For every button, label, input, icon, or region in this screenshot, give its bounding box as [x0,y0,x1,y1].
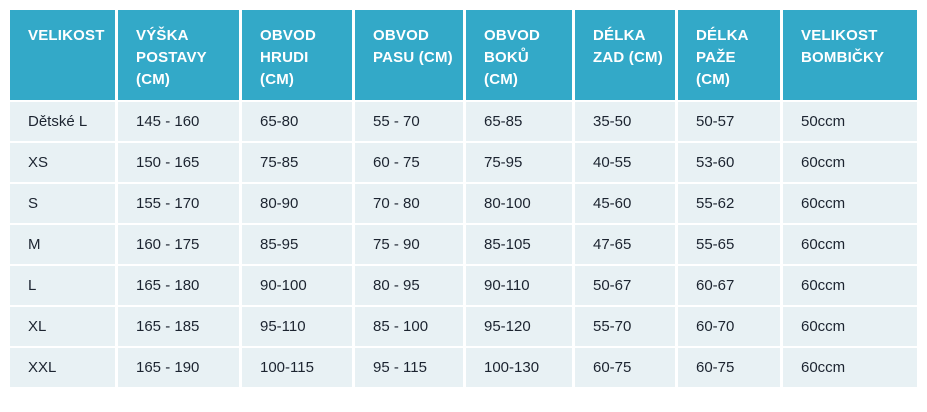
table-cell: 165 - 190 [118,348,242,389]
table-cell: 50-57 [678,102,783,143]
table-cell: 150 - 165 [118,143,242,184]
table-cell: 53-60 [678,143,783,184]
table-body: Dětské L 145 - 160 65-80 55 - 70 65-85 35-50 5… [10,102,917,389]
table-cell: 95 - 115 [355,348,466,389]
table-row: XS 150 - 165 75-85 60 - 75 75-95 40-55 53-60 60… [10,143,917,184]
column-header: DÉLKA ZAD (CM) [575,10,678,102]
size-chart-table: VELIKOST VÝŠKA POSTAVY (CM) OBVOD HRUDI (C… [10,10,917,389]
table-cell: 50-67 [575,266,678,307]
table-cell: 60 - 75 [355,143,466,184]
size-label-cell: XXL [10,348,118,389]
table-cell: 45-60 [575,184,678,225]
column-header: DÉLKA PAŽE (CM) [678,10,783,102]
table-cell: 80-100 [466,184,575,225]
table-cell: 60ccm [783,266,917,307]
table-cell: 60-75 [575,348,678,389]
table-cell: 40-55 [575,143,678,184]
table-row: M 160 - 175 85-95 75 - 90 85-105 47-65 55-65 60… [10,225,917,266]
table-row: XL 165 - 185 95-110 85 - 100 95-120 55-70 60-7… [10,307,917,348]
table-cell: 95-120 [466,307,575,348]
size-label-cell: XL [10,307,118,348]
table-cell: 60-70 [678,307,783,348]
column-header: OBVOD BOKŮ (CM) [466,10,575,102]
table-cell: 90-100 [242,266,355,307]
table-row: XXL 165 - 190 100-115 95 - 115 100-130 60-75 6… [10,348,917,389]
table-cell: 165 - 185 [118,307,242,348]
table-cell: 100-115 [242,348,355,389]
table-cell: 55-70 [575,307,678,348]
size-label-cell: M [10,225,118,266]
table-cell: 55-65 [678,225,783,266]
table-cell: 60ccm [783,225,917,266]
size-label-cell: S [10,184,118,225]
column-header: OBVOD HRUDI (CM) [242,10,355,102]
table-cell: 55-62 [678,184,783,225]
table-cell: 100-130 [466,348,575,389]
table-cell: 165 - 180 [118,266,242,307]
table-cell: 145 - 160 [118,102,242,143]
column-header: VÝŠKA POSTAVY (CM) [118,10,242,102]
table-cell: 65-85 [466,102,575,143]
table-cell: 75-95 [466,143,575,184]
table-cell: 90-110 [466,266,575,307]
table-row: L 165 - 180 90-100 80 - 95 90-110 50-67 60-67 6… [10,266,917,307]
size-label-cell: XS [10,143,118,184]
table-cell: 75 - 90 [355,225,466,266]
table-cell: 75-85 [242,143,355,184]
table-cell: 65-80 [242,102,355,143]
column-header: VELIKOST BOMBIČKY [783,10,917,102]
table-cell: 85-105 [466,225,575,266]
table-row: Dětské L 145 - 160 65-80 55 - 70 65-85 35-50 5… [10,102,917,143]
table-cell: 47-65 [575,225,678,266]
table-cell: 60-67 [678,266,783,307]
size-label-cell: Dětské L [10,102,118,143]
column-header: VELIKOST [10,10,118,102]
table-cell: 85-95 [242,225,355,266]
table-cell: 50ccm [783,102,917,143]
header-row: VELIKOST VÝŠKA POSTAVY (CM) OBVOD HRUDI (C… [10,10,917,102]
table-cell: 60ccm [783,143,917,184]
table-cell: 60ccm [783,184,917,225]
column-header: OBVOD PASU (CM) [355,10,466,102]
table-cell: 70 - 80 [355,184,466,225]
table-cell: 60-75 [678,348,783,389]
table-cell: 55 - 70 [355,102,466,143]
table-cell: 155 - 170 [118,184,242,225]
table-row: S 155 - 170 80-90 70 - 80 80-100 45-60 55-62 60… [10,184,917,225]
table-cell: 85 - 100 [355,307,466,348]
table-cell: 80 - 95 [355,266,466,307]
table-cell: 95-110 [242,307,355,348]
table-cell: 60ccm [783,307,917,348]
table-cell: 35-50 [575,102,678,143]
size-label-cell: L [10,266,118,307]
table-cell: 60ccm [783,348,917,389]
table-cell: 160 - 175 [118,225,242,266]
table-cell: 80-90 [242,184,355,225]
